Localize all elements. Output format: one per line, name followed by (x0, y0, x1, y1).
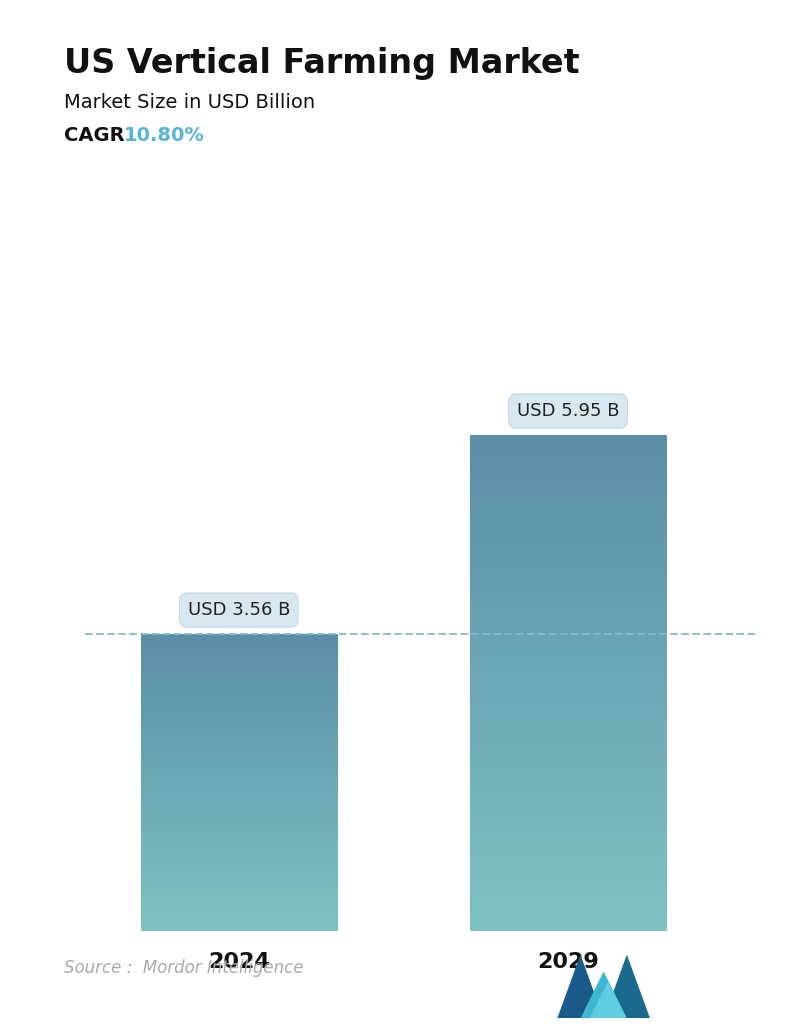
Polygon shape (603, 954, 650, 1018)
Polygon shape (580, 972, 626, 1018)
Polygon shape (590, 981, 626, 1018)
Text: US Vertical Farming Market: US Vertical Farming Market (64, 47, 579, 80)
Text: Source :  Mordor Intelligence: Source : Mordor Intelligence (64, 960, 303, 977)
Text: USD 3.56 B: USD 3.56 B (188, 601, 290, 619)
Text: Market Size in USD Billion: Market Size in USD Billion (64, 93, 314, 112)
Text: 10.80%: 10.80% (123, 126, 205, 145)
Text: CAGR: CAGR (64, 126, 138, 145)
Polygon shape (557, 954, 603, 1018)
Text: USD 5.95 B: USD 5.95 B (517, 402, 619, 420)
